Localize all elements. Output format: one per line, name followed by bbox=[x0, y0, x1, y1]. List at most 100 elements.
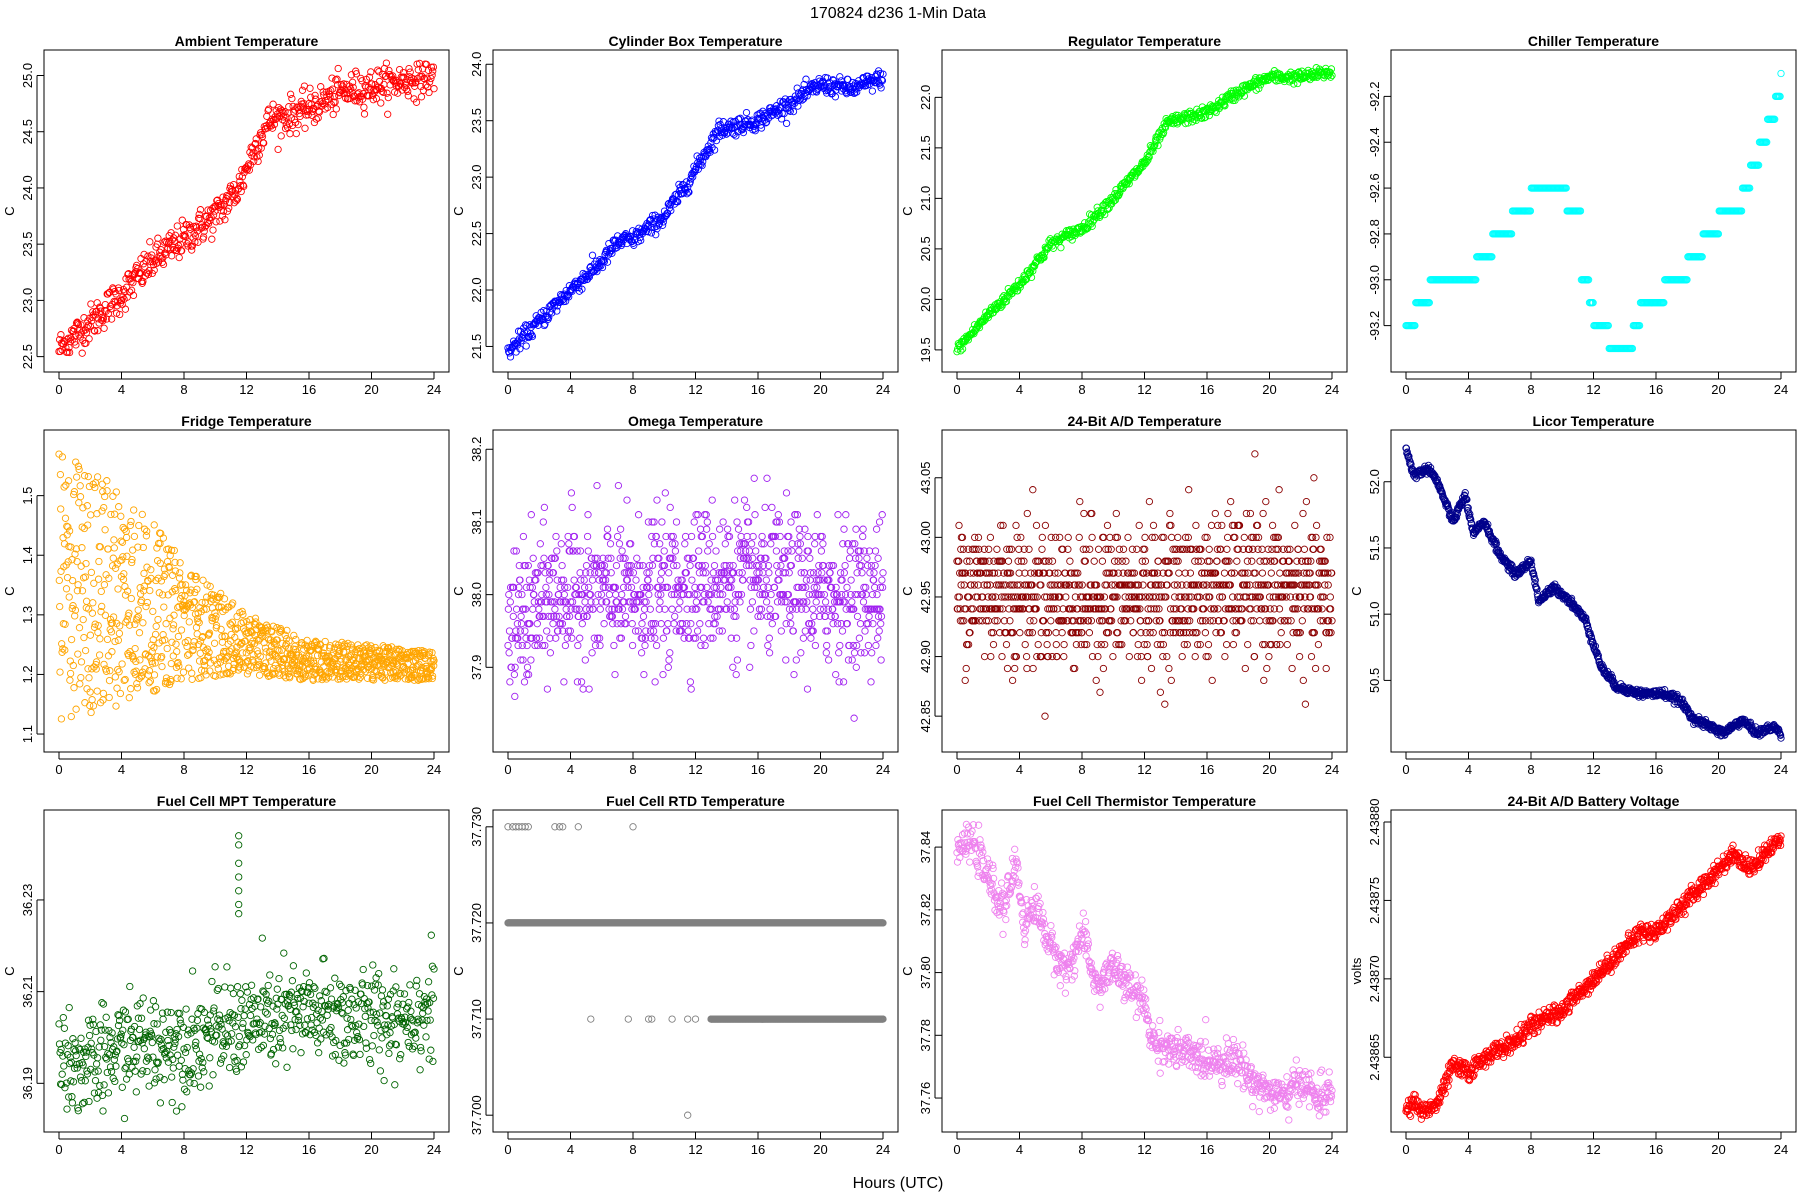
data-point bbox=[868, 87, 877, 95]
data-point bbox=[214, 199, 223, 208]
data-point bbox=[732, 132, 740, 140]
data-point bbox=[603, 258, 612, 266]
data-point bbox=[113, 684, 121, 692]
data-point bbox=[100, 660, 108, 669]
x-tick-label: 24 bbox=[427, 382, 441, 397]
data-point bbox=[875, 518, 884, 526]
data-point bbox=[576, 634, 584, 642]
data-point bbox=[574, 641, 582, 650]
data-point bbox=[187, 586, 195, 594]
x-tick-label: 20 bbox=[1262, 382, 1276, 397]
data-point bbox=[101, 526, 109, 534]
data-point bbox=[652, 231, 660, 239]
data-point bbox=[1425, 299, 1433, 307]
data-point bbox=[1058, 230, 1066, 238]
data-point bbox=[154, 615, 162, 624]
data-point bbox=[867, 561, 876, 570]
y-tick-label: -93.2 bbox=[1367, 311, 1382, 341]
data-point bbox=[103, 487, 111, 495]
data-point bbox=[1021, 640, 1029, 649]
data-point bbox=[803, 685, 812, 693]
data-point bbox=[66, 669, 75, 678]
data-point bbox=[528, 332, 537, 341]
data-point bbox=[94, 621, 102, 630]
data-point bbox=[148, 648, 156, 656]
y-tick-label: 22.5 bbox=[469, 221, 484, 246]
data-point bbox=[957, 347, 965, 355]
x-tick-label: 4 bbox=[1016, 382, 1023, 397]
data-point bbox=[748, 598, 757, 606]
x-tick-label: 8 bbox=[629, 382, 636, 397]
data-point bbox=[736, 598, 744, 606]
data-point bbox=[150, 521, 158, 529]
data-point bbox=[730, 130, 738, 139]
data-point bbox=[768, 620, 776, 628]
data-point bbox=[212, 218, 220, 226]
data-point bbox=[383, 89, 391, 97]
data-point bbox=[116, 622, 124, 630]
data-point bbox=[112, 488, 120, 496]
data-point bbox=[747, 540, 756, 548]
data-point bbox=[89, 599, 97, 607]
data-point bbox=[616, 634, 624, 642]
data-point bbox=[844, 656, 853, 664]
data-point bbox=[764, 641, 772, 650]
data-point bbox=[425, 88, 433, 97]
data-point bbox=[240, 182, 248, 191]
data-point bbox=[138, 510, 146, 519]
data-point bbox=[85, 482, 94, 491]
data-point bbox=[581, 656, 589, 664]
data-point bbox=[88, 609, 97, 617]
data-point bbox=[692, 598, 701, 606]
data-point bbox=[823, 641, 831, 650]
data-point bbox=[585, 685, 593, 693]
data-point bbox=[658, 221, 667, 229]
data-point bbox=[520, 678, 529, 686]
data-point bbox=[163, 644, 171, 653]
data-point bbox=[115, 286, 123, 295]
data-point bbox=[87, 568, 96, 577]
data-point bbox=[362, 83, 370, 91]
data-point bbox=[172, 640, 180, 648]
data-point bbox=[693, 627, 702, 635]
data-point bbox=[659, 670, 667, 679]
data-point bbox=[653, 496, 661, 504]
data-point bbox=[686, 561, 694, 570]
data-point bbox=[285, 103, 293, 111]
data-point bbox=[715, 117, 723, 125]
data-point bbox=[522, 583, 531, 592]
data-point bbox=[688, 576, 696, 584]
data-point bbox=[327, 86, 335, 95]
data-point bbox=[148, 251, 156, 259]
data-point bbox=[76, 680, 84, 688]
data-point bbox=[794, 102, 802, 110]
data-point bbox=[832, 670, 840, 679]
data-point bbox=[871, 561, 879, 570]
data-point bbox=[582, 605, 590, 613]
data-point bbox=[506, 353, 515, 361]
data-point bbox=[311, 91, 319, 100]
data-point bbox=[135, 521, 143, 530]
data-point bbox=[699, 634, 708, 642]
data-point bbox=[152, 576, 160, 585]
data-point bbox=[568, 503, 576, 512]
data-point bbox=[148, 660, 157, 668]
data-point bbox=[124, 612, 132, 620]
data-point bbox=[159, 260, 168, 269]
y-axis-label: C bbox=[900, 206, 915, 215]
data-point bbox=[137, 673, 145, 681]
data-point bbox=[90, 579, 98, 587]
data-point bbox=[1060, 652, 1068, 661]
data-point bbox=[154, 234, 162, 242]
data-point bbox=[62, 344, 70, 352]
data-point bbox=[805, 86, 813, 94]
data-point bbox=[134, 543, 142, 551]
data-point bbox=[814, 569, 822, 577]
data-point bbox=[88, 696, 96, 704]
data-point bbox=[107, 315, 116, 323]
data-point bbox=[861, 627, 869, 635]
data-point bbox=[668, 605, 676, 613]
data-point bbox=[86, 688, 94, 696]
data-point bbox=[95, 557, 103, 566]
data-point bbox=[516, 576, 524, 584]
